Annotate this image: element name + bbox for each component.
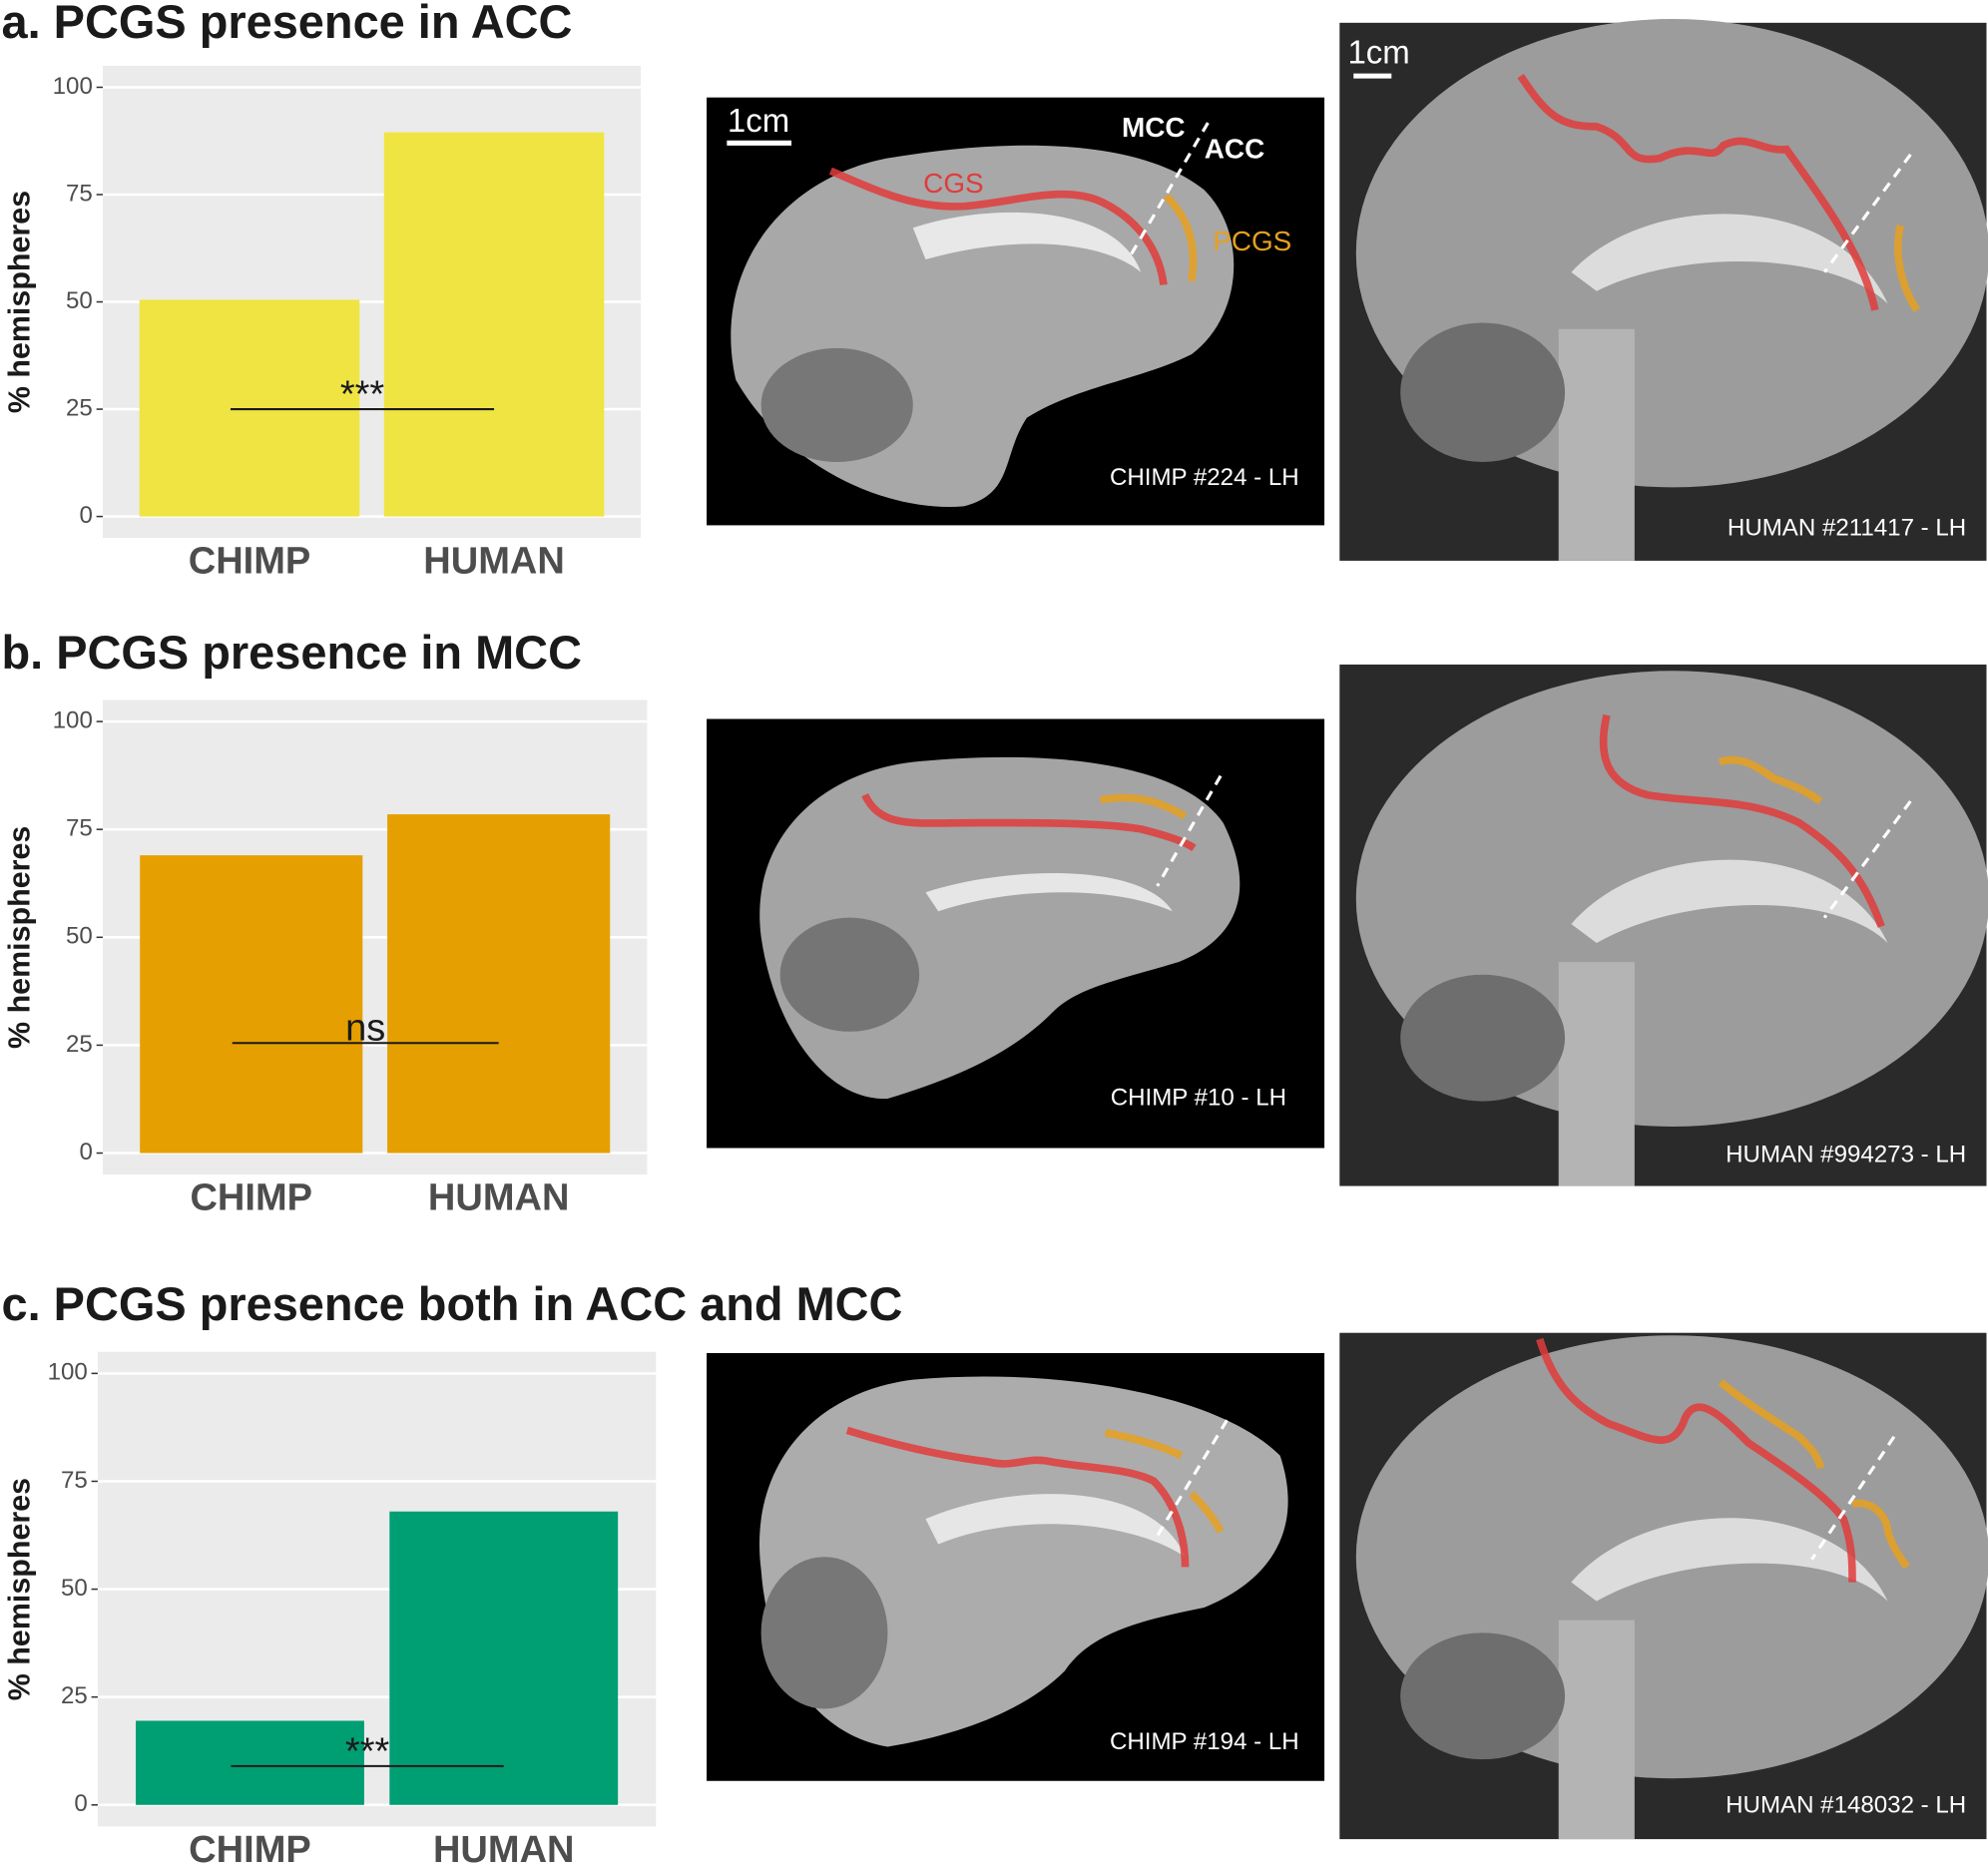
human-image-a: 1cm HUMAN #211417 - LH (1339, 19, 1988, 561)
image-caption: HUMAN #211417 - LH (1728, 515, 1966, 542)
y-axis-label: % hemispheres (2, 191, 36, 413)
y-tick-label: 50 (66, 287, 93, 314)
bar (389, 1511, 619, 1805)
bar (140, 855, 363, 1154)
image-caption: CHIMP #194 - LH (1110, 1728, 1299, 1755)
image-caption: CHIMP #224 - LH (1110, 464, 1299, 491)
y-tick-label: 25 (61, 1682, 88, 1709)
scale-bar-label: 1cm (728, 102, 789, 139)
bar (387, 814, 611, 1154)
y-tick-label: 100 (53, 73, 93, 100)
chart-title: b. PCGS presence in MCC (2, 627, 582, 679)
x-tick-label: CHIMP (190, 1177, 312, 1219)
x-tick-label: CHIMP (189, 1829, 311, 1867)
y-tick-label: 100 (53, 706, 93, 733)
bar (139, 299, 360, 517)
significance-label: *** (340, 374, 385, 416)
chart-title: c. PCGS presence both in ACC and MCC (2, 1278, 903, 1330)
human-image-b: HUMAN #994273 - LH (1339, 664, 1988, 1186)
bar (383, 132, 605, 517)
y-tick-label: 75 (66, 180, 93, 207)
y-tick-label: 50 (61, 1575, 88, 1602)
image-caption: HUMAN #994273 - LH (1726, 1141, 1966, 1167)
image-caption: CHIMP #10 - LH (1111, 1084, 1286, 1111)
y-tick-label: 0 (79, 502, 92, 529)
y-tick-label: 0 (79, 1139, 92, 1166)
significance-label: ns (345, 1008, 385, 1050)
region-label: ACC (1205, 134, 1264, 165)
x-tick-label: CHIMP (189, 541, 311, 583)
chart-title: a. PCGS presence in ACC (2, 0, 573, 48)
x-tick-label: HUMAN (428, 1177, 570, 1219)
significance-label: *** (345, 1730, 390, 1772)
sulcus-label: PCGS (1213, 226, 1291, 256)
sulcus-label: CGS (923, 168, 983, 199)
y-tick-label: 100 (48, 1359, 88, 1386)
x-tick-label: HUMAN (423, 541, 565, 583)
y-tick-label: 25 (66, 394, 93, 421)
chimp-image-a: 1cm MCC ACC CGS PCGS CHIMP #224 - LH (707, 97, 1325, 526)
y-tick-label: 25 (66, 1031, 93, 1058)
x-tick-label: HUMAN (433, 1829, 575, 1867)
human-image-c: HUMAN #148032 - LH (1339, 1332, 1988, 1840)
y-axis-label: % hemispheres (2, 826, 36, 1049)
chimp-image-b: CHIMP #10 - LH (707, 718, 1325, 1149)
chimp-image-c: CHIMP #194 - LH (707, 1352, 1325, 1781)
region-label: MCC (1122, 112, 1186, 143)
y-axis-label: % hemispheres (2, 1478, 36, 1700)
y-tick-label: 0 (74, 1790, 87, 1817)
y-tick-label: 75 (66, 815, 93, 842)
bar (136, 1720, 364, 1805)
y-tick-label: 50 (66, 923, 93, 950)
image-caption: HUMAN #148032 - LH (1726, 1791, 1966, 1818)
scale-bar-label: 1cm (1347, 33, 1409, 70)
y-tick-label: 75 (61, 1467, 88, 1494)
